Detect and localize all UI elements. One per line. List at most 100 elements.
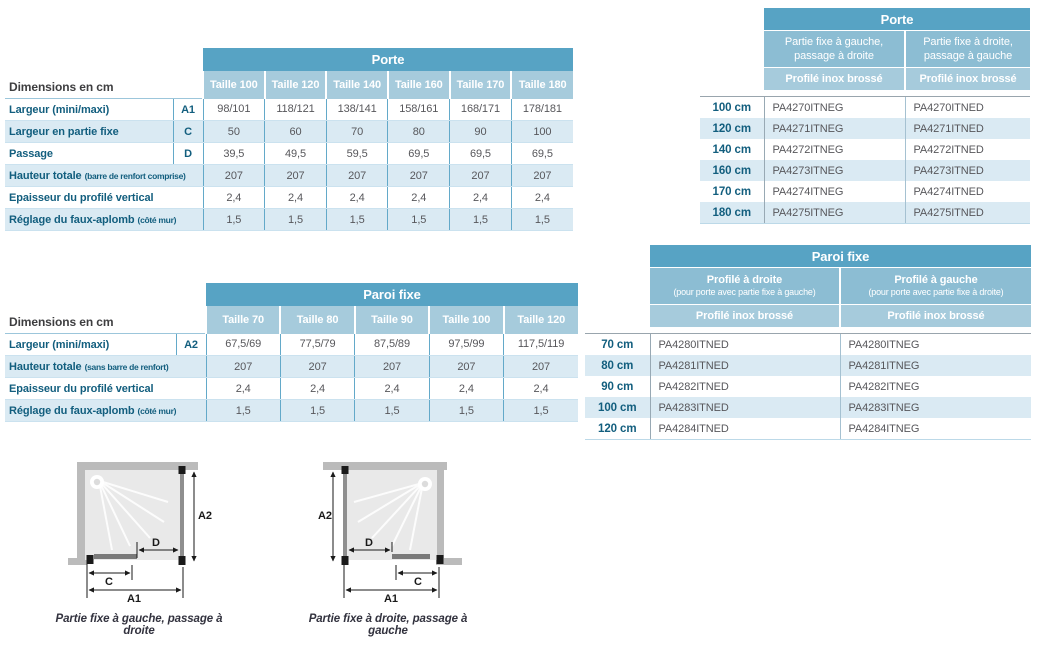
dim-value: 207	[387, 164, 450, 187]
dim-label-a1: A1	[127, 593, 141, 605]
dim-value: 1,5	[325, 208, 388, 231]
size-label: 70 cm	[585, 333, 650, 355]
row-label: Passage	[5, 142, 173, 165]
dim-value: 2,4	[510, 186, 573, 209]
row-label: Hauteur totale (sans barre de renfort)	[5, 355, 206, 378]
size-label: 100 cm	[700, 96, 764, 118]
size-label: 90 cm	[601, 380, 634, 393]
product-code: PA4273ITNED	[904, 160, 1031, 181]
dim-value: 60	[264, 120, 327, 143]
table-title: Paroi fixe	[206, 283, 578, 306]
column-header: Taille 70	[204, 306, 281, 334]
dim-value: 1,5	[428, 399, 504, 422]
table-row: Largeur (mini/maxi) A2 67,5/69 77,5/79 8…	[5, 333, 578, 356]
product-code: PA4272ITNEG	[763, 139, 905, 160]
dim-value: 207	[205, 355, 281, 378]
table-title-row: Paroi fixe	[585, 245, 1031, 268]
wall-foot	[443, 558, 462, 565]
column-header: Taille 120	[502, 306, 578, 334]
finish-header: Profilé inox brossé	[764, 67, 905, 90]
dim-label-a1: A1	[384, 593, 398, 605]
product-code: PA4283ITNED	[649, 397, 840, 418]
dim-value: 1,5	[510, 208, 573, 231]
dim-value: 207	[354, 355, 430, 378]
dim-value: 118/121	[264, 98, 327, 121]
configuration-header: Partie fixe à gauche, passage à droite	[764, 30, 905, 68]
dim-value: 1,5	[264, 208, 327, 231]
wall-foot	[68, 558, 87, 565]
dim-label-a2: A2	[318, 510, 332, 522]
shower-head-center	[421, 480, 429, 488]
panel-profile-bottom	[341, 556, 349, 565]
product-code: PA4271ITNED	[904, 118, 1031, 139]
product-code: PA4274ITNED	[904, 181, 1031, 202]
size-label: 100 cm	[585, 397, 650, 418]
dim-value: 2,4	[325, 186, 388, 209]
column-header-row: Dimensions en cm Taille 70 Taille 80 Tai…	[5, 306, 578, 334]
product-code: PA4281ITNED	[649, 355, 840, 376]
dimension-lines	[330, 471, 440, 598]
dim-value: 1,5	[387, 208, 450, 231]
table-row: 120 cm PA4284ITNED PA4284ITNEG	[585, 418, 1031, 440]
table-row: Réglage du faux-aplomb (côté mur) 1,5 1,5…	[5, 208, 573, 231]
dim-value: 2,4	[387, 186, 450, 209]
dim-value: 178/181	[510, 98, 573, 121]
row-letter-code: A1	[172, 98, 204, 121]
configuration-header-row: Profilé à droite (pour porte avec partie …	[585, 267, 1031, 305]
row-letter-code: D	[172, 142, 204, 165]
panel-profile-top	[178, 466, 186, 474]
dim-value: 2,4	[354, 377, 430, 400]
dim-value: 67,5/69	[205, 333, 281, 356]
diagram-caption-right: Partie fixe à droite, passage à gauche	[308, 613, 468, 637]
dim-value: 2,4	[264, 186, 327, 209]
row-letter-code: A2	[175, 333, 207, 356]
product-code: PA4282ITNEG	[839, 376, 1031, 397]
dim-value: 1,5	[503, 399, 578, 422]
dim-value: 207	[202, 164, 265, 187]
door-wall-profile	[86, 555, 94, 564]
dim-value: 87,5/89	[354, 333, 430, 356]
corner-label: Dimensions en cm	[5, 306, 206, 334]
dimension-lines	[86, 471, 197, 598]
configuration-header: Profilé à droite (pour porte avec partie …	[650, 267, 840, 305]
row-label: Réglage du faux-aplomb (côté mur)	[5, 208, 203, 231]
dim-value: 207	[510, 164, 573, 187]
dim-value: 59,5	[325, 142, 388, 165]
dim-label-d: D	[365, 537, 373, 549]
table-row: 140 cm PA4272ITNEG PA4272ITNED	[700, 139, 1031, 160]
size-label: 140 cm	[712, 143, 752, 156]
row-label: Réglage du faux-aplomb (côté mur)	[5, 399, 206, 422]
product-code: PA4284ITNEG	[839, 418, 1031, 440]
fixed-panel	[180, 468, 184, 564]
dim-value: 69,5	[449, 142, 512, 165]
porte-product-codes-table: Porte Partie fixe à gauche, passage à dro…	[700, 8, 1031, 224]
dim-value: 50	[202, 120, 265, 143]
door-wall-profile	[436, 555, 444, 564]
table-title: Paroi fixe	[650, 245, 1031, 268]
table-row: 120 cm PA4271ITNEG PA4271ITNED	[700, 118, 1031, 139]
finish-header-row: Profilé inox brossé Profilé inox brossé	[700, 67, 1031, 90]
paroi-fixe-product-codes-table: Paroi fixe Profilé à droite (pour porte a…	[585, 245, 1031, 440]
dim-label-c: C	[105, 576, 113, 588]
table-title: Porte	[764, 8, 1031, 31]
table-row: Epaisseur du profilé vertical 2,4 2,4 2,…	[5, 186, 573, 209]
column-header: Taille 120	[263, 71, 327, 99]
dim-value: 2,4	[449, 186, 512, 209]
door-fixed-part	[392, 554, 430, 559]
dim-value: 1,5	[279, 399, 355, 422]
dim-value: 1,5	[202, 208, 265, 231]
row-label: Epaisseur du profilé vertical	[5, 377, 206, 400]
finish-header: Profilé inox brossé	[839, 304, 1031, 327]
dim-value: 39,5	[202, 142, 265, 165]
column-header: Taille 100	[428, 306, 504, 334]
dim-value: 97,5/99	[428, 333, 504, 356]
table-row: 90 cm PA4282ITNED PA4282ITNEG	[585, 376, 1031, 397]
dim-value: 70	[325, 120, 388, 143]
finish-header: Profilé inox brossé	[650, 304, 840, 327]
product-code: PA4272ITNED	[904, 139, 1031, 160]
product-code: PA4280ITNEG	[839, 333, 1031, 355]
column-header: Taille 180	[510, 71, 573, 99]
dim-value: 1,5	[354, 399, 430, 422]
dim-value: 1,5	[449, 208, 512, 231]
shower-spray-icon	[99, 481, 169, 551]
